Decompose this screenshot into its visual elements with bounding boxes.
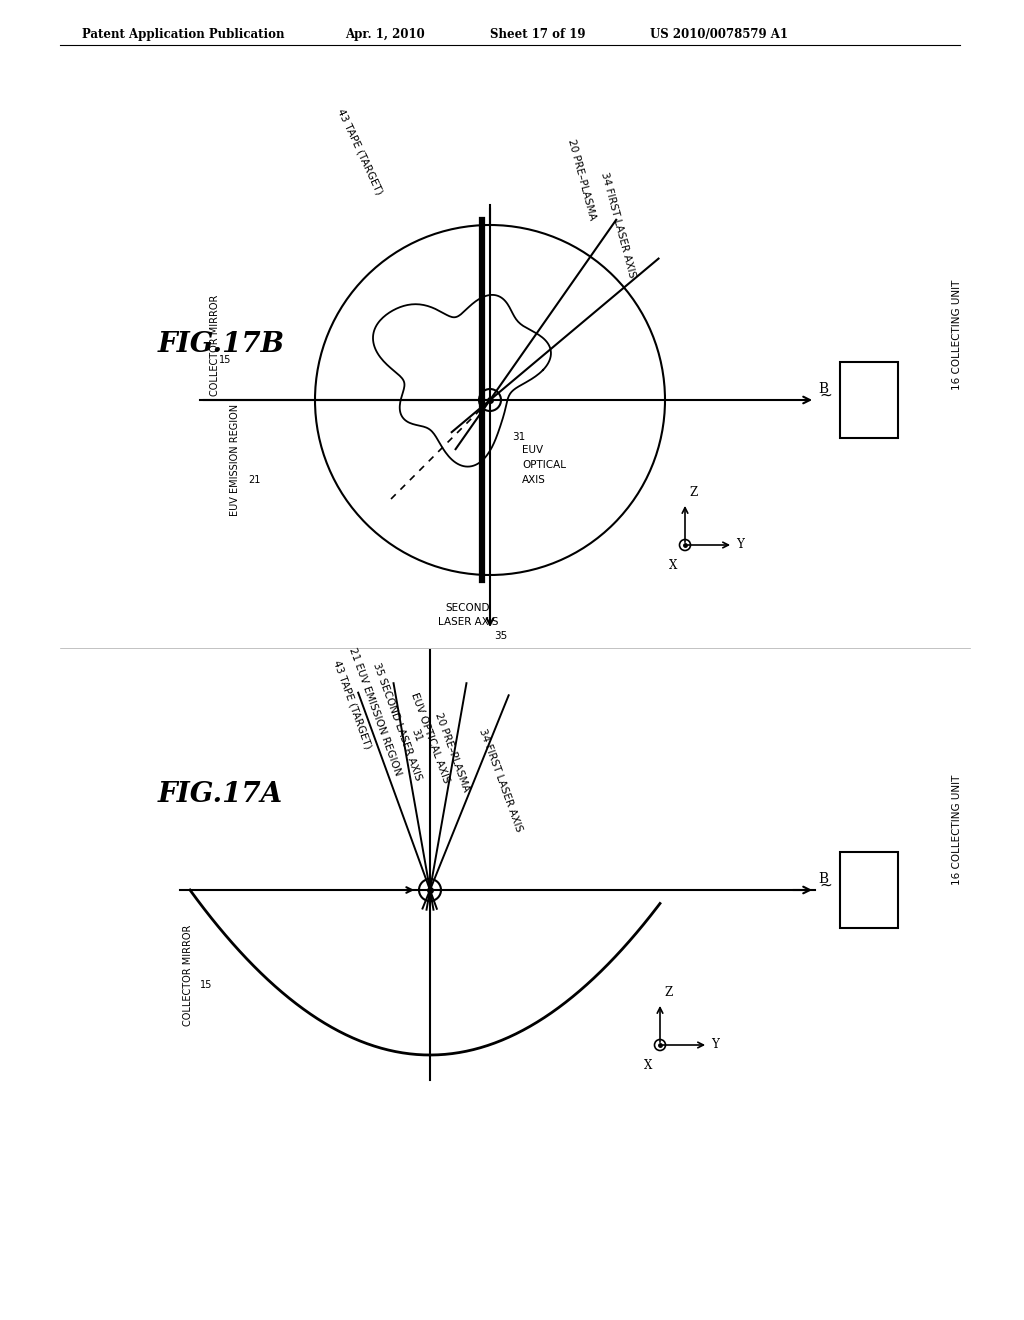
Text: X: X — [669, 558, 677, 572]
Text: 15: 15 — [219, 355, 231, 366]
Text: AXIS: AXIS — [522, 475, 546, 484]
Text: 21 EUV EMISSION REGION: 21 EUV EMISSION REGION — [347, 647, 402, 777]
Text: Y: Y — [736, 539, 743, 552]
Text: Z: Z — [664, 986, 672, 999]
Text: 21: 21 — [248, 475, 260, 484]
Text: 43 TAPE (TARGET): 43 TAPE (TARGET) — [336, 107, 384, 197]
Text: 43 TAPE (TARGET): 43 TAPE (TARGET) — [332, 659, 373, 751]
Text: 16 COLLECTING UNIT: 16 COLLECTING UNIT — [952, 775, 962, 886]
Text: FIG.17A: FIG.17A — [158, 781, 283, 808]
Text: ~: ~ — [819, 878, 831, 892]
Text: ~: ~ — [819, 388, 831, 403]
Text: Z: Z — [689, 486, 697, 499]
Text: 20 PRE–PLASMA: 20 PRE–PLASMA — [566, 139, 598, 222]
Text: 35 SECOND LASER AXIS: 35 SECOND LASER AXIS — [371, 661, 423, 783]
Text: EUV OPTICAL AXIS: EUV OPTICAL AXIS — [409, 692, 451, 784]
Bar — [840, 851, 898, 928]
Text: 31: 31 — [409, 727, 423, 743]
Text: SECOND: SECOND — [445, 603, 490, 612]
Text: LASER AXIS: LASER AXIS — [437, 616, 499, 627]
Text: 15: 15 — [200, 979, 212, 990]
Text: 16 COLLECTING UNIT: 16 COLLECTING UNIT — [952, 280, 962, 391]
Text: 34 FIRST LASER AXIS: 34 FIRST LASER AXIS — [599, 172, 637, 279]
Text: B: B — [818, 381, 828, 396]
Text: Patent Application Publication: Patent Application Publication — [82, 28, 285, 41]
Text: COLLECTOR MIRROR: COLLECTOR MIRROR — [210, 294, 220, 396]
Bar — [840, 362, 898, 438]
Text: US 2010/0078579 A1: US 2010/0078579 A1 — [650, 28, 788, 41]
Text: FIG.17B: FIG.17B — [158, 331, 285, 359]
Text: 20 PRE–PLASMA: 20 PRE–PLASMA — [433, 711, 471, 793]
Text: OPTICAL: OPTICAL — [522, 459, 566, 470]
Text: X: X — [644, 1059, 652, 1072]
Text: Apr. 1, 2010: Apr. 1, 2010 — [345, 28, 425, 41]
Text: EUV EMISSION REGION: EUV EMISSION REGION — [230, 404, 240, 516]
Text: B: B — [818, 873, 828, 886]
Text: COLLECTOR MIRROR: COLLECTOR MIRROR — [183, 924, 193, 1026]
Text: 35: 35 — [494, 631, 507, 642]
Text: 31: 31 — [512, 432, 525, 442]
Text: Y: Y — [711, 1039, 719, 1052]
Text: EUV: EUV — [522, 445, 543, 455]
Text: 34 FIRST LASER AXIS: 34 FIRST LASER AXIS — [476, 727, 523, 833]
Text: Sheet 17 of 19: Sheet 17 of 19 — [490, 28, 586, 41]
